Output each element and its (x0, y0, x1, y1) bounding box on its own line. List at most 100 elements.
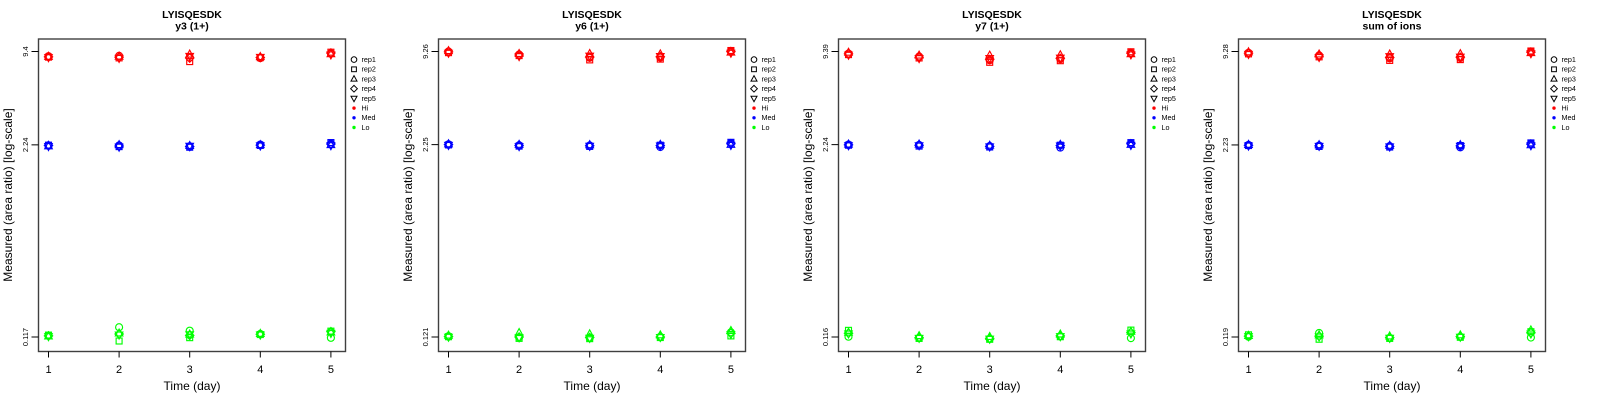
x-axis-label: Time (day) (164, 379, 221, 393)
data-point-lo-day5-rep5 (1126, 330, 1136, 340)
y-axis-label: Measured (area ratio) [log-scale] (1201, 108, 1215, 281)
legend-item-lo: Lo (1152, 123, 1170, 132)
legend-label: rep4 (1162, 84, 1176, 93)
triangle-down-icon (350, 95, 358, 103)
legend-item-rep1: rep1 (750, 55, 776, 64)
panel-title: LYISQESDK (562, 9, 622, 21)
panel-sum-of-ions: LYISQESDK sum of ions 1 2 3 4 5 Time (day) 9.28 2… (1200, 0, 1600, 400)
data-point-lo-day2-rep5 (914, 334, 924, 344)
x-tick-label: 1 (845, 364, 851, 376)
legend-item-hi: Hi (1552, 104, 1569, 113)
legend-label: Med (762, 113, 776, 122)
plot-box (37, 38, 347, 353)
data-point-hi-day5-rep5 (326, 51, 336, 61)
data-point-med-day4-rep5 (255, 142, 266, 152)
dot-icon (1152, 106, 1156, 110)
y-axis-label: Measured (area ratio) [log-scale] (401, 108, 415, 281)
circle-icon (1150, 56, 1158, 63)
data-point-med-day3-rep5 (584, 142, 595, 152)
y-axis-label: Measured (area ratio) [log-scale] (801, 108, 815, 281)
legend-item-hi: Hi (1152, 104, 1169, 113)
legend-label: Hi (1562, 104, 1569, 113)
square-icon (1551, 66, 1557, 73)
series-lo (843, 326, 1136, 345)
data-point-hi-day4-rep5 (655, 53, 666, 62)
dot-icon (1152, 116, 1156, 120)
series-med (843, 138, 1136, 153)
x-tick-label: 3 (987, 364, 993, 376)
x-tick-label: 1 (1245, 364, 1251, 376)
legend-item-rep2: rep2 (1151, 65, 1176, 74)
data-point-hi-day5-rep5 (1126, 51, 1136, 61)
legend-label: rep2 (1162, 65, 1176, 74)
data-point-med-day2-rep5 (514, 143, 524, 152)
data-point-lo-day1-rep5 (1243, 333, 1254, 342)
diamond-icon (349, 84, 359, 93)
legend-item-hi: Hi (352, 104, 369, 113)
data-point-hi-day3-rep5 (984, 55, 995, 64)
legend-label: Lo (762, 123, 770, 132)
x-tick-label: 1 (45, 364, 51, 376)
legend-item-rep4: rep4 (349, 84, 376, 93)
legend-item-med: Med (1552, 113, 1575, 122)
data-point-med-day4-rep5 (1455, 142, 1466, 152)
x-tick-label: 4 (1057, 364, 1063, 376)
data-point-hi-day2-rep5 (1314, 53, 1324, 63)
series-lo (443, 325, 736, 344)
data-point-lo-day3-rep5 (584, 334, 595, 344)
legend-label: Lo (362, 123, 370, 132)
plot-box (1237, 38, 1547, 353)
data-point-med-day1-rep5 (443, 141, 454, 151)
x-tick-label: 5 (328, 364, 334, 376)
data-point-lo-day5-rep3 (1526, 324, 1536, 334)
data-point-lo-day5-rep5 (326, 329, 336, 339)
panel-title: LYISQESDK (162, 9, 222, 21)
legend-item-rep5: rep5 (1150, 94, 1176, 103)
data-point-hi-day4-rep3 (255, 51, 266, 61)
legend-label: rep5 (1562, 94, 1576, 103)
data-point-med-day5-rep5 (1526, 142, 1536, 151)
legend-item-rep3: rep3 (1550, 74, 1576, 83)
legend-label: Med (1562, 113, 1576, 122)
dot-icon (1152, 125, 1156, 130)
triangle-down-icon (1550, 95, 1558, 103)
data-point-lo-day4-rep5 (1455, 333, 1466, 343)
data-point-lo-day4-rep5 (1055, 333, 1066, 342)
legend-label: rep1 (1562, 55, 1576, 64)
diamond-icon (749, 84, 759, 93)
x-tick-label: 3 (587, 364, 593, 376)
legend-item-med: Med (1152, 113, 1175, 122)
data-point-lo-day5-rep3 (326, 326, 336, 336)
panel-title: LYISQESDK (1362, 9, 1422, 21)
dot-icon (352, 116, 356, 120)
data-point-med-day3-rep5 (984, 143, 995, 153)
series-med (1243, 139, 1536, 153)
legend-label: Med (362, 113, 376, 122)
y-tick-label: 0.117 (21, 328, 30, 346)
y-tick-label: 2.23 (1221, 138, 1230, 153)
legend-item-rep3: rep3 (350, 74, 376, 83)
data-point-med-day1-rep5 (843, 142, 854, 151)
circle-icon (750, 56, 758, 63)
y-tick-label: 9.4 (21, 46, 30, 56)
data-point-hi-day4-rep3 (1055, 49, 1066, 59)
x-tick-label: 4 (257, 364, 263, 376)
legend-label: Lo (1162, 123, 1170, 132)
legend-item-rep5: rep5 (350, 94, 376, 103)
legend-label: rep3 (1162, 74, 1176, 83)
legend-label: rep1 (362, 55, 376, 64)
data-point-hi-day3-rep5 (584, 52, 595, 62)
data-point-lo-day2-rep5 (114, 331, 124, 341)
legend-item-rep2: rep2 (1551, 65, 1576, 74)
data-point-lo-day5-rep3 (726, 325, 736, 335)
circle-icon (350, 56, 358, 63)
data-point-lo-day2-rep3 (514, 327, 524, 337)
data-point-hi-day1-rep5 (43, 54, 54, 63)
x-tick-label: 1 (445, 364, 451, 376)
legend-item-rep1: rep1 (1150, 55, 1176, 64)
legend-item-lo: Lo (352, 123, 370, 132)
